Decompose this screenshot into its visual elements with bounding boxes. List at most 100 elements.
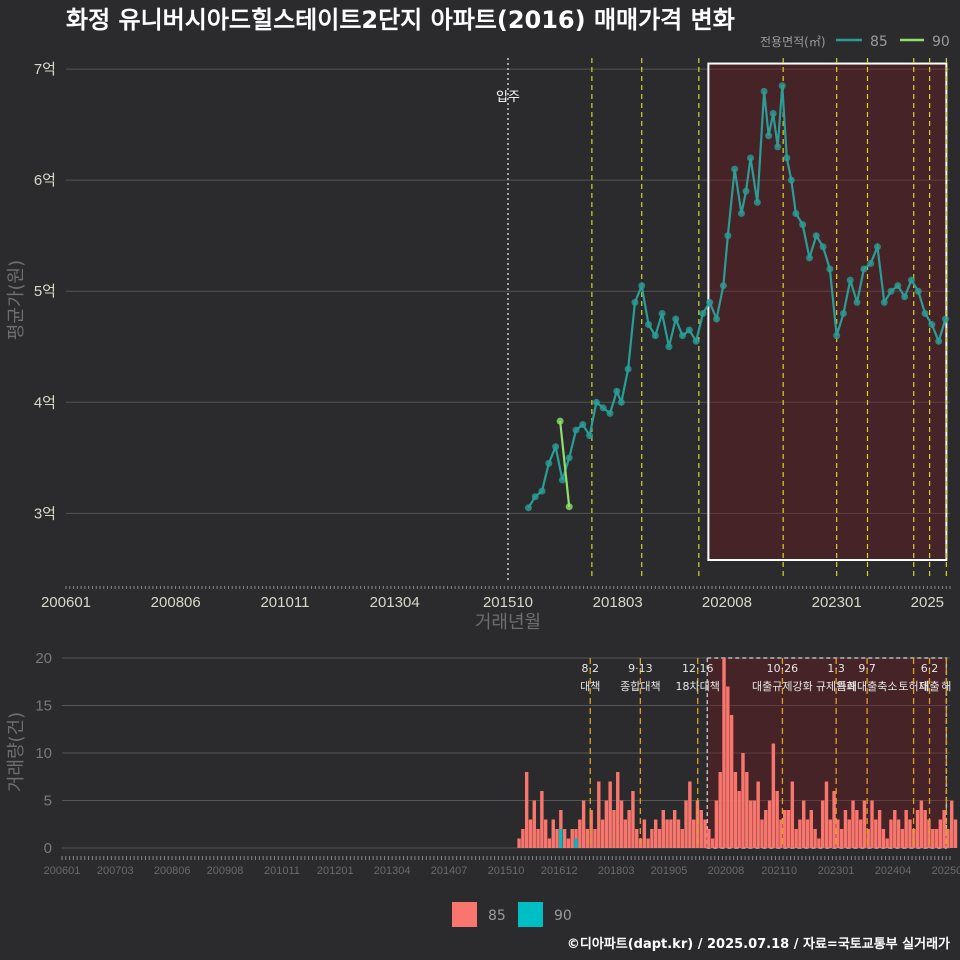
volume-bar-85 <box>904 810 908 848</box>
volume-bar-85 <box>680 829 684 848</box>
volume-bar-85 <box>714 800 719 848</box>
volume-bar-85 <box>817 838 821 848</box>
volume-bar-85 <box>733 772 738 848</box>
price-point-85 <box>599 404 607 412</box>
volume-bar-85 <box>931 829 935 848</box>
volume-bar-85 <box>919 800 924 848</box>
price-point-85 <box>531 493 539 501</box>
price-point-85 <box>572 426 580 434</box>
volume-bar-85 <box>874 819 878 848</box>
volume-x-tick: 200806 <box>154 865 191 877</box>
legend-swatch-90 <box>518 902 543 927</box>
price-point-85 <box>812 232 820 240</box>
policy-label: 대책 <box>580 680 600 693</box>
legend-label-85: 85 <box>870 34 888 50</box>
price-point-85 <box>901 293 909 301</box>
volume-bar-85 <box>566 838 571 848</box>
price-point-85 <box>538 487 546 495</box>
volume-bar-85 <box>562 829 567 848</box>
volume-x-tick: 202404 <box>875 865 912 877</box>
volume-bar-85 <box>771 743 776 848</box>
volume-bar-85 <box>623 819 628 848</box>
volume-bar-85 <box>578 819 582 848</box>
price-point-85 <box>860 265 868 273</box>
price-y-tick: 6억 <box>34 172 56 189</box>
volume-bar-85 <box>691 819 696 848</box>
volume-bar-85 <box>764 810 768 848</box>
volume-bar-85 <box>737 791 741 848</box>
price-x-tick: 2025 <box>911 594 944 611</box>
volume-bar-85 <box>570 829 574 848</box>
volume-x-tick: 200601 <box>44 865 81 877</box>
price-point-85 <box>867 259 875 267</box>
volume-bar-90 <box>559 829 563 848</box>
volume-bar-85 <box>741 753 745 848</box>
volume-bar-85 <box>934 829 939 848</box>
volume-bar-85 <box>889 819 893 848</box>
bar-legend: 85 90 <box>452 902 572 927</box>
price-point-85 <box>699 309 707 317</box>
price-point-85 <box>792 209 800 217</box>
price-line-90 <box>559 421 571 507</box>
volume-bar-85 <box>767 800 772 848</box>
price-point-85 <box>579 421 587 429</box>
price-y-tick: 5억 <box>34 283 56 300</box>
price-y-tick: 3억 <box>34 505 56 522</box>
volume-x-tick: 201612 <box>541 865 578 877</box>
price-x-tick: 200806 <box>151 594 201 611</box>
volume-bar-85 <box>521 829 525 848</box>
price-point-85 <box>613 387 621 395</box>
volume-bar-85 <box>604 800 609 848</box>
volume-y-tick: 10 <box>35 745 52 762</box>
volume-bar-85 <box>953 819 958 848</box>
price-point-85 <box>769 110 777 118</box>
volume-x-tick: 202008 <box>708 865 745 877</box>
volume-bar-85 <box>802 800 806 848</box>
volume-bar-85 <box>847 819 851 848</box>
price-point-85 <box>552 443 560 451</box>
policy-label: 해 <box>941 679 951 693</box>
volume-bar-85 <box>661 810 666 848</box>
volume-bar-85 <box>524 772 529 848</box>
price-point-85 <box>706 298 714 306</box>
volume-bar-85 <box>699 810 703 848</box>
volume-x-tick: 201304 <box>374 865 411 877</box>
volume-bar-85 <box>729 715 734 848</box>
price-point-85 <box>624 365 632 373</box>
volume-bar-85 <box>722 658 726 848</box>
volume-bar-85 <box>877 810 882 848</box>
volume-bar-85 <box>828 819 832 848</box>
policy-label: 대출규제강화 <box>752 680 813 693</box>
price-point-85 <box>638 282 646 290</box>
volume-bar-85 <box>820 800 825 848</box>
move-in-annotation: 입주 <box>496 90 520 105</box>
volume-bar-85 <box>612 810 616 848</box>
price-point-85 <box>679 332 687 340</box>
price-x-tick: 202301 <box>812 594 862 611</box>
volume-bar-85 <box>756 781 760 848</box>
volume-bar-85 <box>832 791 836 848</box>
price-point-85 <box>737 209 745 217</box>
price-point-85 <box>565 454 573 462</box>
price-point-85 <box>760 87 768 95</box>
volume-y-tick: 0 <box>44 840 52 857</box>
policy-date: 10·26 <box>767 662 799 675</box>
volume-bar-85 <box>855 810 859 848</box>
volume-bars <box>517 658 958 848</box>
policy-date: 6·2 <box>921 662 939 675</box>
volume-bar-85 <box>657 829 662 848</box>
volume-x-tick: 202507 <box>932 865 960 877</box>
price-point-85 <box>719 282 727 290</box>
price-point-85 <box>819 243 827 251</box>
price-y-tick: 4억 <box>34 394 56 411</box>
volume-y-tick: 5 <box>44 793 52 810</box>
price-point-85 <box>853 298 861 306</box>
volume-bar-85 <box>786 810 791 848</box>
volume-bar-85 <box>836 819 840 848</box>
price-point-85 <box>672 315 680 323</box>
policy-label: 대출 <box>919 680 939 693</box>
policy-labels: 8·2 대책 9·13 종합대책 12·16 18차대책 10·26 대출규제강화 1·3 규제완… <box>580 662 951 693</box>
legend-label-90: 90 <box>932 34 950 50</box>
price-point-85 <box>774 143 782 151</box>
